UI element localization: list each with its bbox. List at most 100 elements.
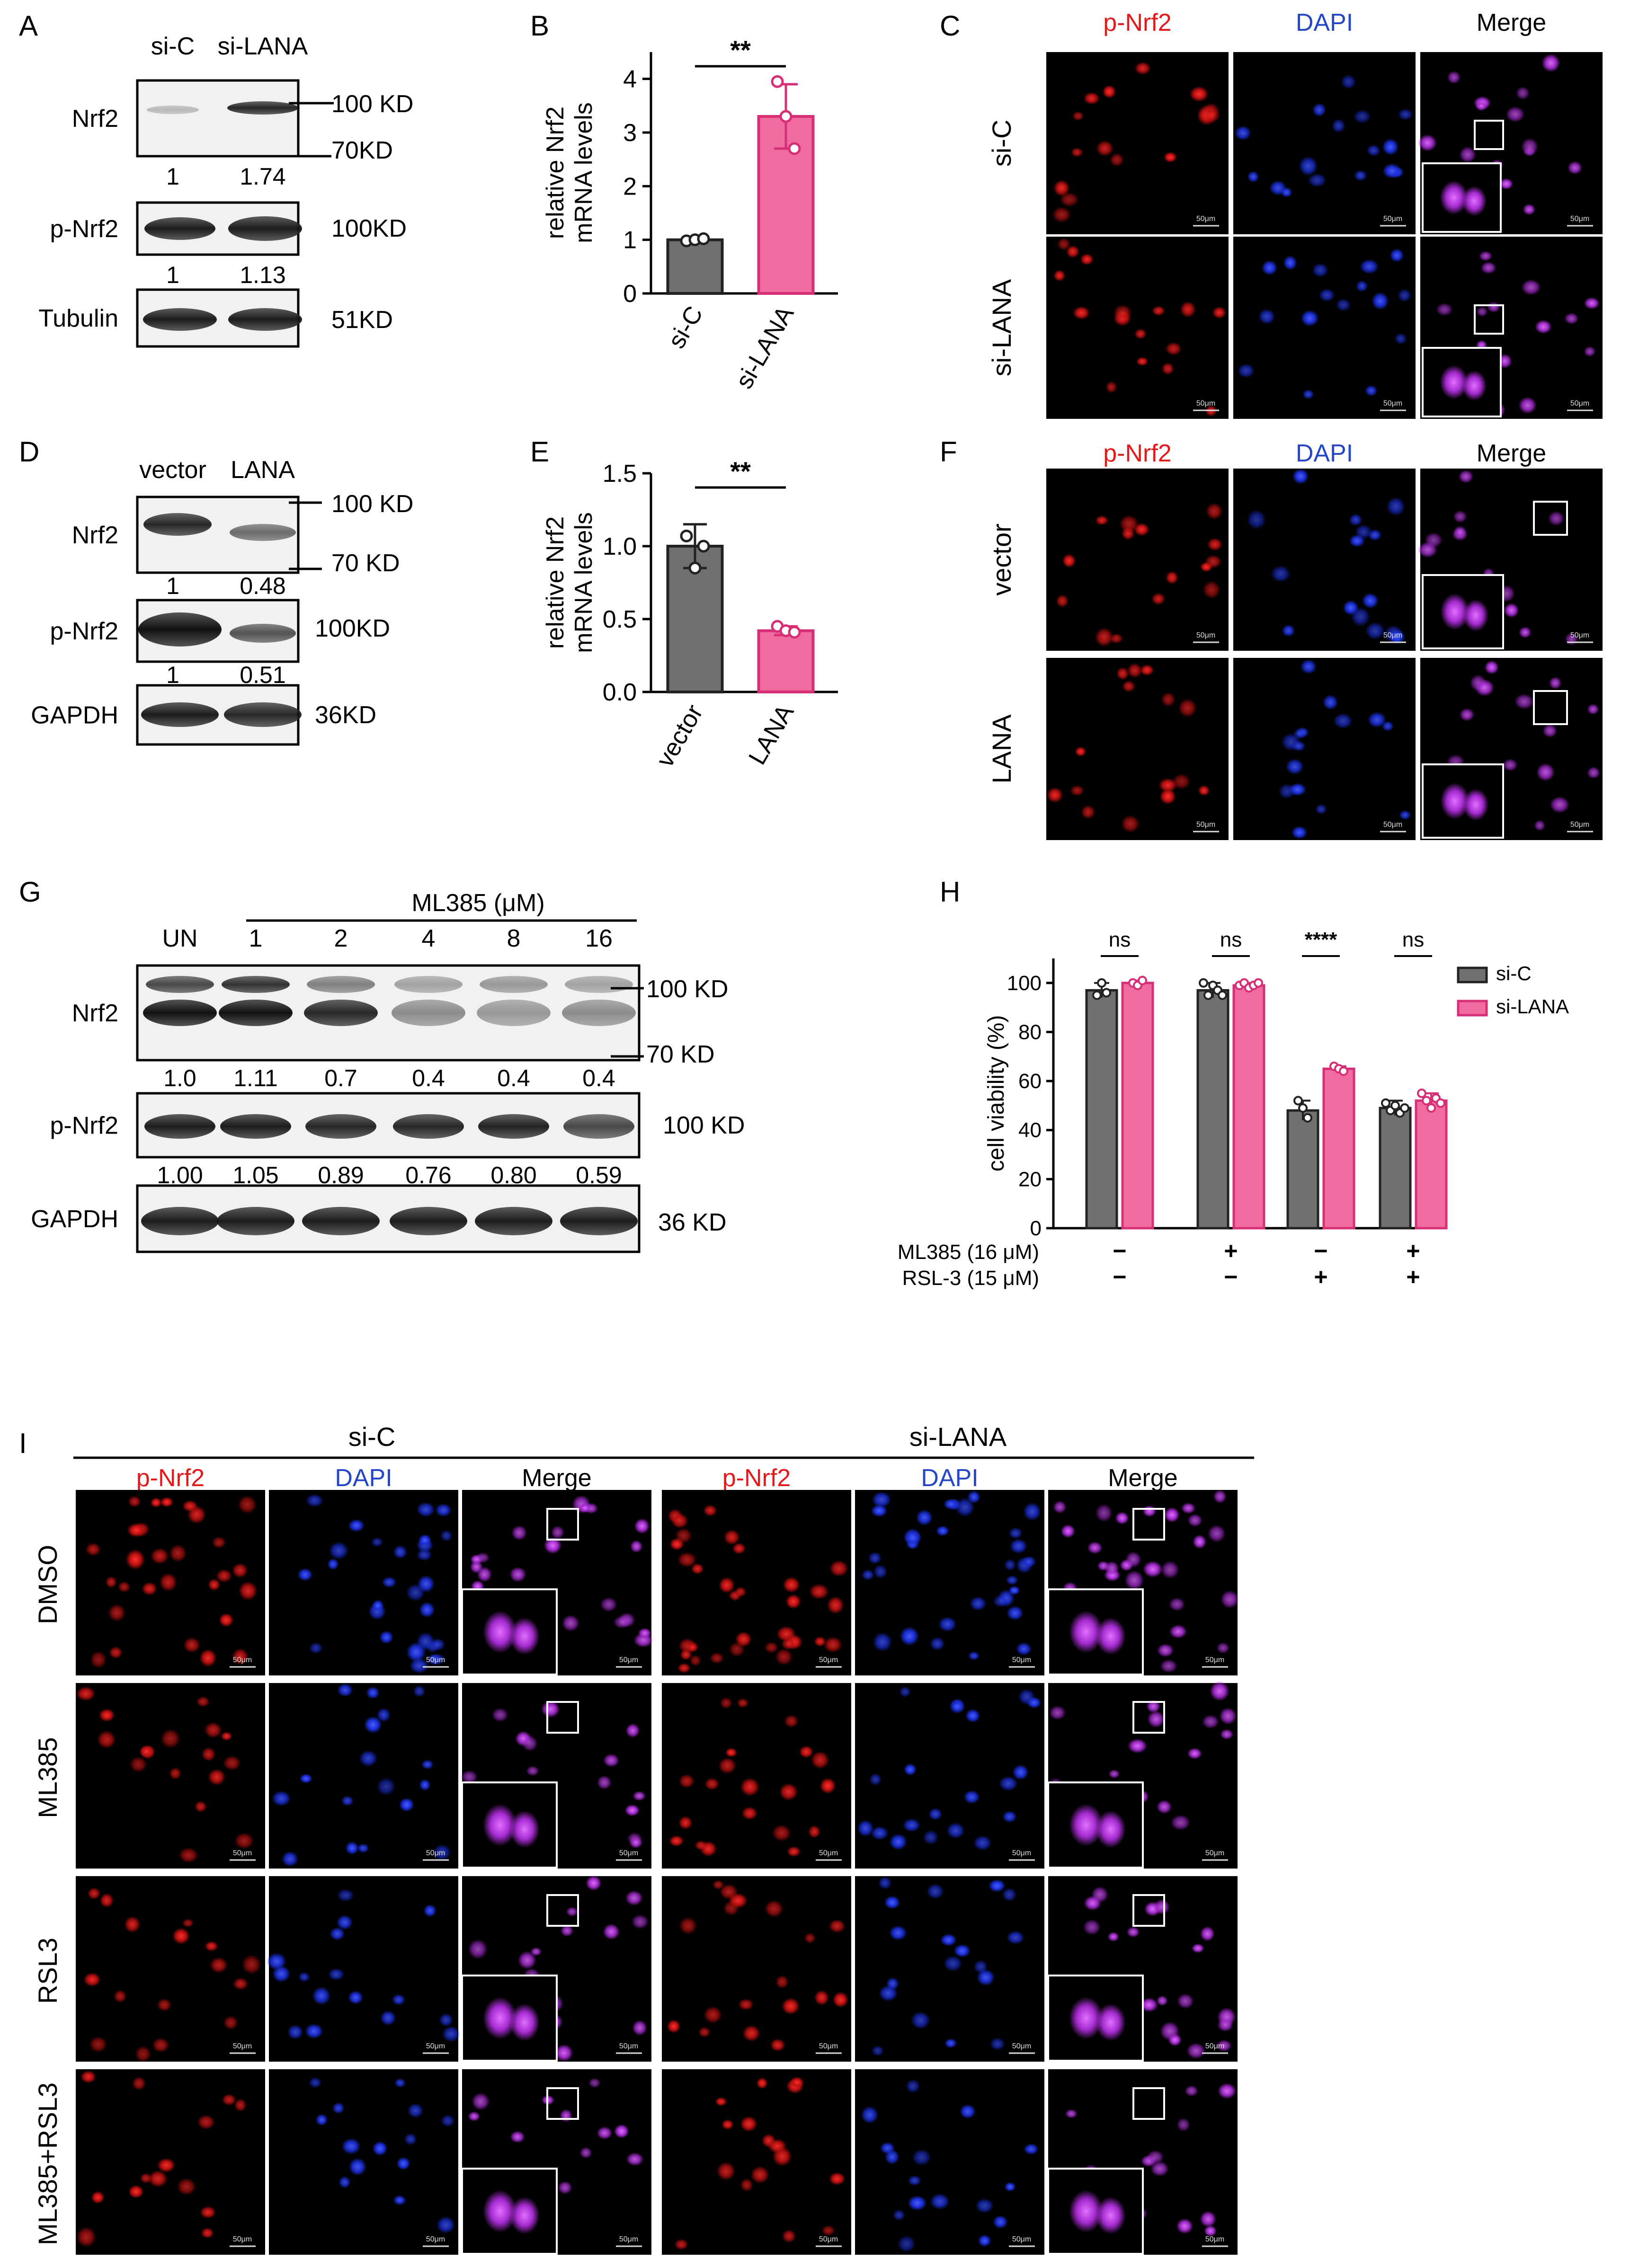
protein-band <box>219 1000 293 1026</box>
inset-nucleus <box>483 1611 517 1653</box>
y-tick-label: 0 <box>623 280 637 308</box>
cell-nucleus <box>1333 713 1353 729</box>
inset-nucleus <box>483 1997 517 2039</box>
cell-nucleus <box>371 1537 383 1547</box>
lane-label: vector <box>139 456 206 484</box>
cell-nucleus <box>930 2193 950 2210</box>
cell-nucleus <box>125 1549 145 1570</box>
scale-bar-label: 50μm <box>1205 1656 1224 1664</box>
panel-letter: G <box>19 876 41 908</box>
scale-bar-label: 50μm <box>426 1656 445 1664</box>
cell-nucleus <box>204 1722 223 1738</box>
mw-marker: 100KD <box>315 615 390 642</box>
cell-nucleus <box>200 2206 216 2219</box>
protein-band <box>228 308 302 331</box>
lane-label: 1 <box>249 925 263 952</box>
cell-nucleus <box>109 1646 123 1659</box>
cell-nucleus <box>1002 1887 1017 1902</box>
cell-nucleus <box>105 1576 117 1588</box>
cell-nucleus <box>560 1924 574 1937</box>
cell-nucleus <box>968 1651 980 1660</box>
cell-nucleus <box>1049 1705 1066 1720</box>
micrograph-tile: 50μm <box>1420 658 1603 840</box>
scale-bar-label: 50μm <box>1196 215 1215 223</box>
band-quant: 0.7 <box>324 1065 357 1091</box>
channel-header: DAPI <box>1296 440 1353 467</box>
scale-bar-label: 50μm <box>1205 2042 1224 2050</box>
cell-nucleus <box>600 1597 617 1612</box>
cell-nucleus <box>1062 554 1076 568</box>
cell-nucleus <box>85 1542 101 1556</box>
cell-nucleus <box>128 2185 144 2199</box>
x-tick-label: si-LANA <box>730 301 800 393</box>
micrograph-tile: 50μm <box>662 2069 851 2255</box>
y-tick-label: 1 <box>623 227 637 254</box>
protein-band <box>228 216 302 241</box>
cell-nucleus <box>330 1927 345 1941</box>
micrograph-background <box>1046 237 1229 419</box>
data-point <box>1339 1066 1348 1076</box>
cell-nucleus <box>1127 663 1142 678</box>
data-point <box>779 110 793 123</box>
cell-nucleus <box>1364 385 1378 397</box>
cell-nucleus <box>1542 724 1558 738</box>
scale-bar-label: 50μm <box>1012 2042 1031 2050</box>
cell-nucleus <box>297 1568 313 1581</box>
cell-nucleus <box>1220 1590 1239 1609</box>
bar <box>666 238 724 295</box>
row-label: Nrf2 <box>72 1000 118 1027</box>
cell-nucleus <box>719 1577 735 1594</box>
micrograph-tile: 50μm <box>269 1490 458 1675</box>
scale-bar-label: 50μm <box>619 1849 638 1857</box>
cell-nucleus <box>337 1888 355 1902</box>
inset-nucleus <box>1463 788 1489 821</box>
cell-nucleus <box>1166 571 1178 585</box>
cell-nucleus <box>1189 86 1209 102</box>
cell-nucleus <box>715 2097 727 2107</box>
cell-nucleus <box>197 2114 215 2130</box>
inset-nucleus <box>1096 1810 1126 1848</box>
cell-nucleus <box>929 1637 945 1651</box>
data-point <box>1400 1103 1409 1113</box>
inset-nucleus <box>1440 782 1470 820</box>
protein-band <box>307 976 375 993</box>
scale-bar-label: 50μm <box>1383 399 1402 408</box>
cell-nucleus <box>177 2178 196 2196</box>
cell-nucleus <box>871 1826 889 1840</box>
cell-nucleus <box>1191 1943 1204 1953</box>
cell-nucleus <box>157 1998 172 2012</box>
micrograph-tile: 50μm <box>76 1490 265 1675</box>
zoom-region-box <box>1533 501 1568 536</box>
cell-nucleus <box>741 1807 758 1820</box>
cell-nucleus <box>679 1917 697 1935</box>
protein-band <box>147 106 199 114</box>
cell-nucleus <box>509 1567 526 1582</box>
zoom-region-box <box>1132 1894 1165 1927</box>
chart-H: H 0 20 40 60 80 100 cell viability (%) ns ns **** n… <box>898 876 1569 1290</box>
cell-nucleus <box>675 1528 692 1544</box>
cell-nucleus <box>1110 153 1124 167</box>
cell-nucleus <box>205 1941 218 1952</box>
cell-nucleus <box>1318 288 1335 302</box>
data-point <box>1417 1089 1426 1098</box>
cell-nucleus <box>1178 698 1197 718</box>
cell-nucleus <box>1125 1551 1141 1568</box>
cell-nucleus <box>382 1577 397 1588</box>
protein-band <box>141 702 219 727</box>
cell-nucleus <box>1343 600 1359 616</box>
cell-nucleus <box>433 1844 451 1861</box>
panel-letter: D <box>19 436 39 468</box>
micrograph-tile: 50μm <box>1047 1876 1238 2062</box>
cell-nucleus <box>1193 1534 1207 1549</box>
cell-nucleus <box>613 1615 631 1629</box>
row-label: ML385+RSL3 <box>33 2082 62 2245</box>
micrograph-tile: 50μm <box>1233 52 1416 234</box>
y-tick-label: 3 <box>623 119 637 147</box>
cell-nucleus <box>517 1951 537 1970</box>
band-quant: 1.13 <box>240 262 285 288</box>
protein-band <box>230 624 296 643</box>
cell-nucleus <box>828 1919 846 1933</box>
micrograph-tile: 50μm <box>662 1876 851 2062</box>
band-quant: 1.11 <box>233 1065 278 1091</box>
data-point <box>1422 1096 1431 1106</box>
